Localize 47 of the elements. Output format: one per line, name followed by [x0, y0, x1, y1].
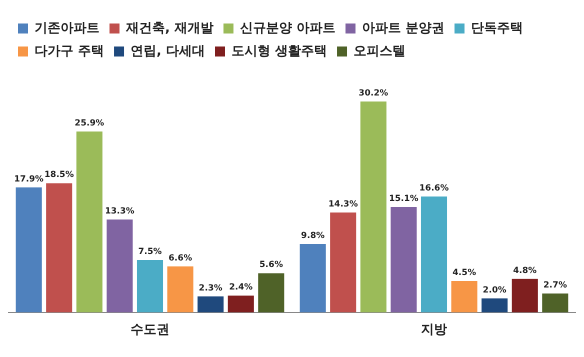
legend-label: 신규분양 아파트 — [240, 20, 336, 36]
legend-label: 도시형 생활주택 — [231, 44, 328, 59]
data-label: 9.8% — [301, 230, 326, 241]
legend-label: 오피스텔 — [354, 44, 406, 59]
data-label: 6.6% — [168, 253, 193, 264]
bar — [542, 294, 568, 312]
bar — [420, 196, 448, 312]
data-label: 17.9% — [14, 174, 44, 184]
data-label: 16.6% — [419, 183, 450, 194]
data-label: 5.6% — [259, 260, 284, 270]
bar — [258, 273, 284, 312]
legend-label: 재건축, 재개발 — [125, 20, 214, 36]
data-label: 2.4% — [229, 282, 254, 293]
data-label: 2.7% — [543, 280, 568, 290]
data-label: 18.5% — [44, 170, 74, 180]
x-tick-label: 수도권 — [130, 322, 170, 338]
data-label: 4.8% — [513, 266, 538, 276]
bar — [390, 206, 417, 312]
data-label: 4.5% — [452, 268, 477, 278]
bar — [76, 132, 102, 312]
bar — [300, 244, 326, 312]
bar — [167, 266, 194, 312]
data-label: 2.3% — [198, 283, 223, 294]
bar — [512, 278, 538, 312]
data-label: 30.2% — [358, 88, 389, 98]
bar — [136, 260, 164, 312]
bar — [16, 187, 42, 312]
data-label: 13.3% — [104, 206, 135, 216]
data-label: 25.9% — [74, 118, 105, 128]
bar — [360, 102, 386, 312]
bar — [228, 296, 254, 312]
bar — [46, 183, 72, 312]
data-label: 15.1% — [388, 194, 419, 204]
bar — [482, 298, 508, 312]
bar — [198, 296, 224, 312]
legend-label: 연립, 다세대 — [130, 44, 205, 59]
bar — [330, 212, 356, 312]
legend-label: 기존아파트 — [34, 20, 100, 36]
data-label: 7.5% — [138, 246, 162, 257]
legend-label: 아파트 분양권 — [362, 20, 445, 36]
bar — [106, 220, 133, 312]
data-label: 14.3% — [328, 200, 358, 210]
legend-label: 단독주택 — [471, 20, 524, 36]
x-tick-label: 지방 — [421, 322, 447, 338]
legend-label: 다가구 주택 — [34, 44, 104, 59]
bar — [451, 280, 478, 312]
data-label: 2.0% — [482, 285, 507, 296]
